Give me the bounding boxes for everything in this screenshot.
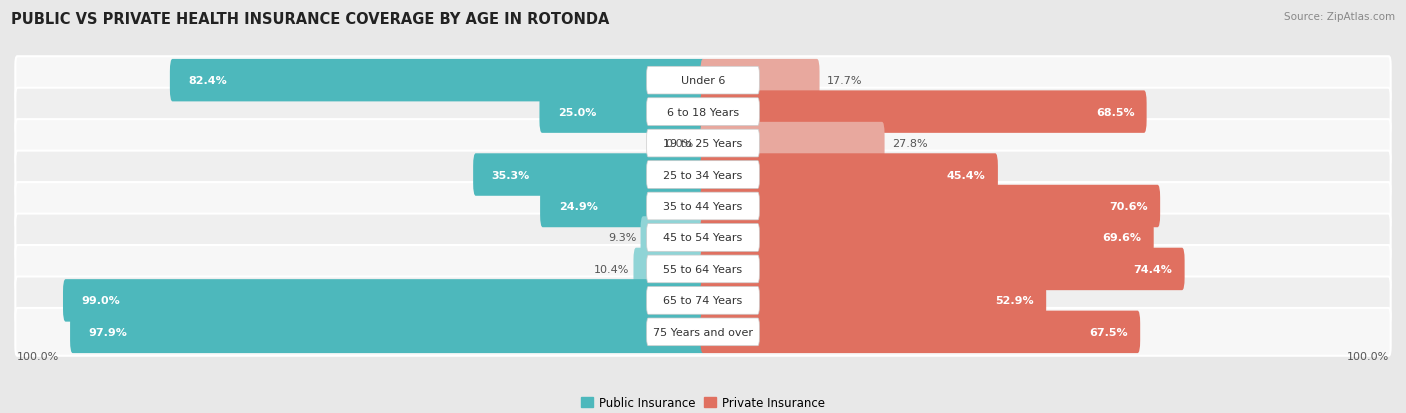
FancyBboxPatch shape xyxy=(15,120,1391,168)
FancyBboxPatch shape xyxy=(474,154,706,196)
Text: PUBLIC VS PRIVATE HEALTH INSURANCE COVERAGE BY AGE IN ROTONDA: PUBLIC VS PRIVATE HEALTH INSURANCE COVER… xyxy=(11,12,610,27)
FancyBboxPatch shape xyxy=(647,67,759,95)
FancyBboxPatch shape xyxy=(647,318,759,346)
Text: 68.5%: 68.5% xyxy=(1095,107,1135,117)
Text: 35.3%: 35.3% xyxy=(492,170,530,180)
FancyBboxPatch shape xyxy=(634,248,706,290)
FancyBboxPatch shape xyxy=(641,217,706,259)
Text: 69.6%: 69.6% xyxy=(1102,233,1142,243)
FancyBboxPatch shape xyxy=(700,217,1154,259)
Text: 99.0%: 99.0% xyxy=(82,296,121,306)
FancyBboxPatch shape xyxy=(70,311,706,353)
Text: 24.9%: 24.9% xyxy=(558,202,598,211)
Text: 0.0%: 0.0% xyxy=(665,139,693,149)
FancyBboxPatch shape xyxy=(647,161,759,189)
Text: 52.9%: 52.9% xyxy=(995,296,1033,306)
FancyBboxPatch shape xyxy=(700,311,1140,353)
FancyBboxPatch shape xyxy=(15,88,1391,136)
Text: 6 to 18 Years: 6 to 18 Years xyxy=(666,107,740,117)
FancyBboxPatch shape xyxy=(540,91,706,133)
FancyBboxPatch shape xyxy=(700,154,998,196)
FancyBboxPatch shape xyxy=(647,256,759,283)
FancyBboxPatch shape xyxy=(647,224,759,252)
Text: 45.4%: 45.4% xyxy=(946,170,986,180)
Text: 100.0%: 100.0% xyxy=(17,351,59,361)
FancyBboxPatch shape xyxy=(15,245,1391,293)
Text: 27.8%: 27.8% xyxy=(891,139,928,149)
FancyBboxPatch shape xyxy=(63,280,706,322)
Text: 65 to 74 Years: 65 to 74 Years xyxy=(664,296,742,306)
Text: 70.6%: 70.6% xyxy=(1109,202,1147,211)
FancyBboxPatch shape xyxy=(15,183,1391,230)
FancyBboxPatch shape xyxy=(700,123,884,165)
Text: 10.4%: 10.4% xyxy=(595,264,630,274)
FancyBboxPatch shape xyxy=(15,277,1391,325)
Text: Under 6: Under 6 xyxy=(681,76,725,86)
Text: 35 to 44 Years: 35 to 44 Years xyxy=(664,202,742,211)
Text: 25 to 34 Years: 25 to 34 Years xyxy=(664,170,742,180)
Text: Source: ZipAtlas.com: Source: ZipAtlas.com xyxy=(1284,12,1395,22)
FancyBboxPatch shape xyxy=(700,185,1160,228)
Text: 67.5%: 67.5% xyxy=(1090,327,1128,337)
Text: 45 to 54 Years: 45 to 54 Years xyxy=(664,233,742,243)
Text: 97.9%: 97.9% xyxy=(89,327,128,337)
FancyBboxPatch shape xyxy=(700,248,1185,290)
FancyBboxPatch shape xyxy=(170,60,706,102)
FancyBboxPatch shape xyxy=(700,280,1046,322)
FancyBboxPatch shape xyxy=(647,130,759,157)
Text: 82.4%: 82.4% xyxy=(188,76,228,86)
FancyBboxPatch shape xyxy=(15,308,1391,356)
FancyBboxPatch shape xyxy=(700,91,1147,133)
Text: 25.0%: 25.0% xyxy=(558,107,596,117)
Text: 55 to 64 Years: 55 to 64 Years xyxy=(664,264,742,274)
Text: 17.7%: 17.7% xyxy=(827,76,862,86)
Text: 19 to 25 Years: 19 to 25 Years xyxy=(664,139,742,149)
FancyBboxPatch shape xyxy=(15,151,1391,199)
FancyBboxPatch shape xyxy=(15,57,1391,105)
FancyBboxPatch shape xyxy=(647,287,759,314)
Text: 75 Years and over: 75 Years and over xyxy=(652,327,754,337)
FancyBboxPatch shape xyxy=(647,99,759,126)
Text: 74.4%: 74.4% xyxy=(1133,264,1173,274)
FancyBboxPatch shape xyxy=(647,193,759,220)
FancyBboxPatch shape xyxy=(15,214,1391,262)
Text: 100.0%: 100.0% xyxy=(1347,351,1389,361)
Text: 9.3%: 9.3% xyxy=(609,233,637,243)
FancyBboxPatch shape xyxy=(700,60,820,102)
FancyBboxPatch shape xyxy=(540,185,706,228)
Legend: Public Insurance, Private Insurance: Public Insurance, Private Insurance xyxy=(576,392,830,413)
